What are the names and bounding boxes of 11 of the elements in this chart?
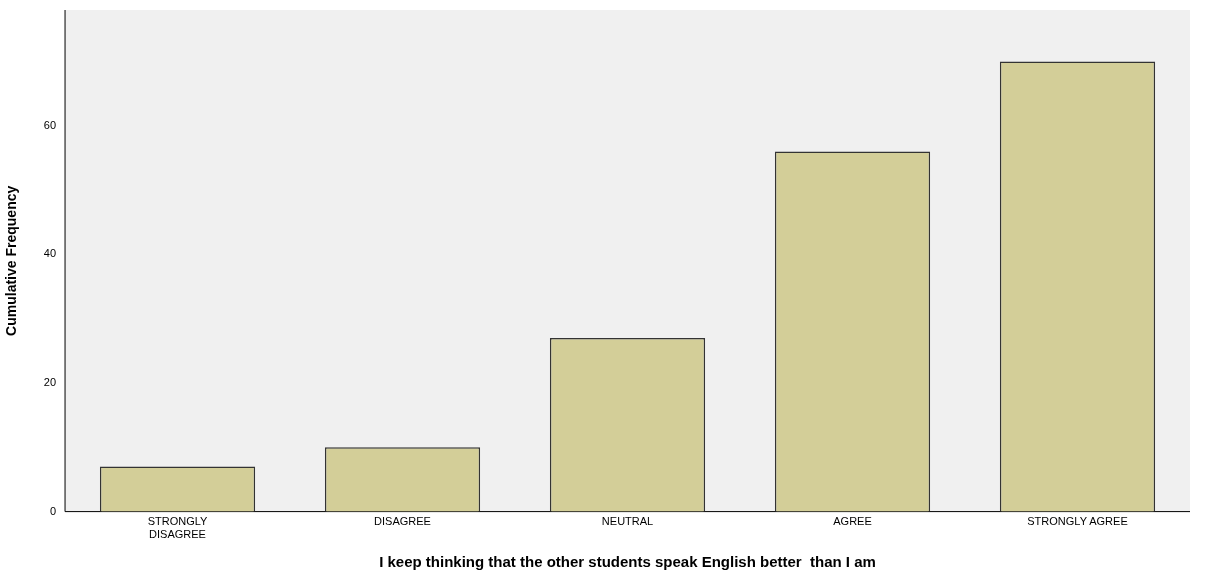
x-tick-label: DISAGREE bbox=[374, 515, 431, 528]
y-tick-label: 40 bbox=[43, 247, 57, 260]
y-tick-label: 0 bbox=[49, 504, 57, 517]
y-tick-label: 60 bbox=[43, 118, 57, 131]
x-tick-label: STRONGLY AGREE bbox=[1027, 515, 1128, 528]
x-tick-label: AGREE bbox=[833, 515, 872, 528]
x-tick-label: NEUTRAL bbox=[601, 515, 654, 528]
x-axis-title: I keep thinking that the other students speak English better than I am bbox=[379, 553, 876, 571]
y-tick-label: 20 bbox=[43, 376, 57, 389]
y-axis-title: Cumulative Frequency bbox=[3, 185, 20, 336]
x-tick-label: STRONGLY DISAGREE bbox=[147, 515, 209, 541]
